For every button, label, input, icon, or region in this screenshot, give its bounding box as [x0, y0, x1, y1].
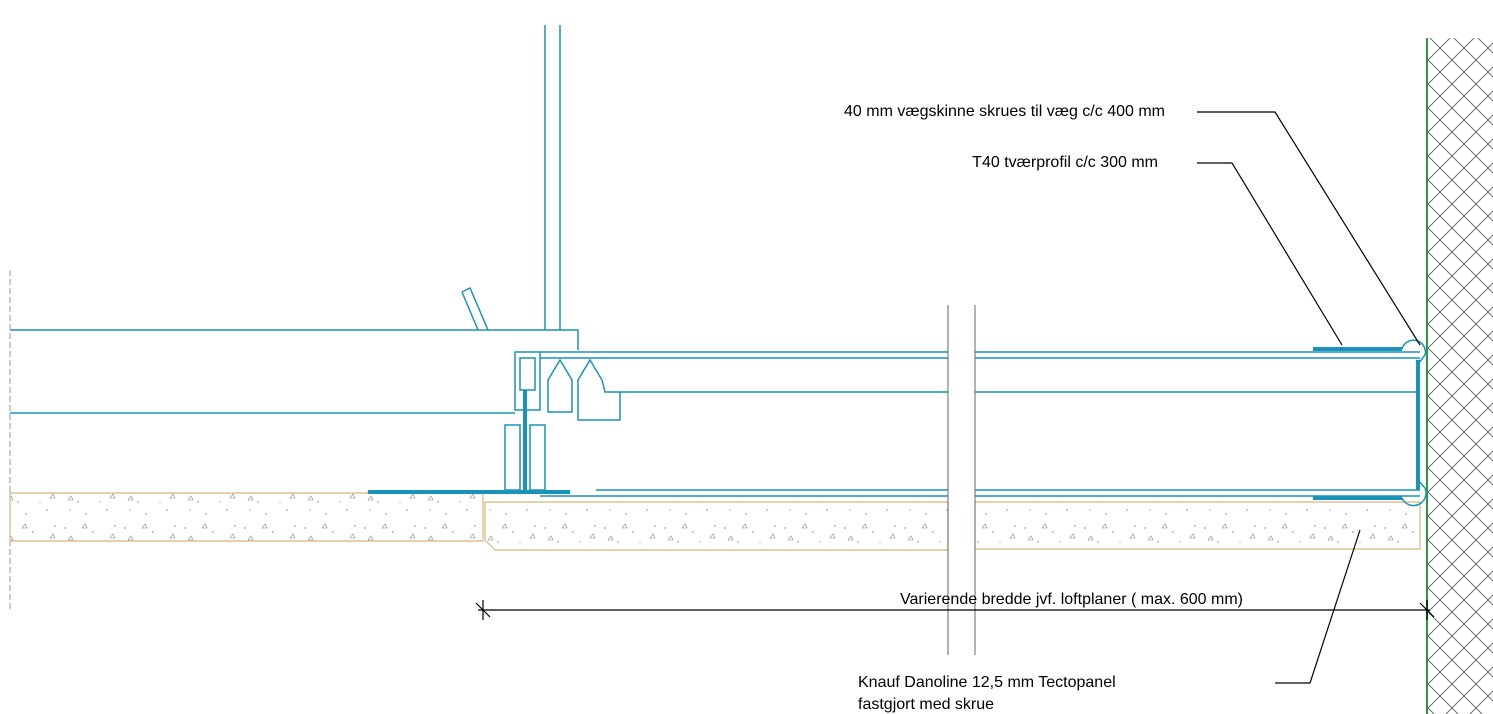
panel-right-a	[484, 501, 949, 551]
annotation: Knauf Danoline 12,5 mm Tectopanel	[858, 674, 1116, 691]
leader	[1197, 162, 1343, 346]
dimension-label: Varierende bredde jvf. loftplaner ( max.…	[900, 591, 1243, 608]
leader	[1197, 111, 1421, 346]
annotation: fastgjort med skrue	[858, 696, 994, 713]
wall	[1428, 38, 1493, 714]
panel-right-b	[974, 501, 1421, 550]
panel-left	[9, 491, 484, 542]
leader	[1275, 529, 1361, 684]
annotation: T40 tværprofil c/c 300 mm	[972, 154, 1158, 171]
dimension-line	[475, 600, 1435, 620]
annotation: 40 mm vægskinne skrues til væg c/c 400 m…	[844, 103, 1165, 120]
break-line	[947, 305, 976, 655]
structure	[10, 25, 1427, 507]
